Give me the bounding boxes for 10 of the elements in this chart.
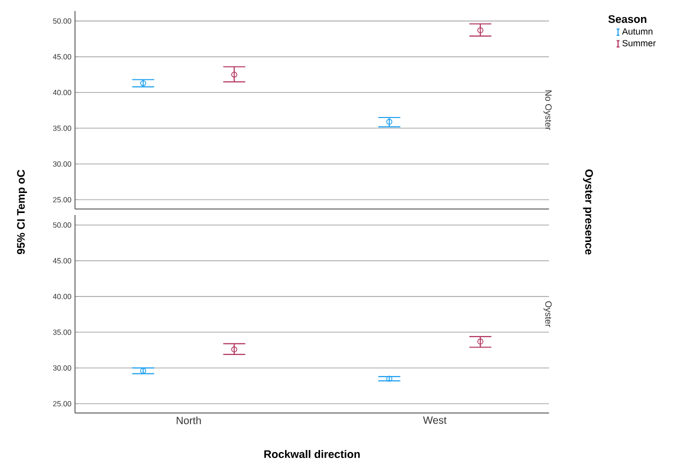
- x-tick-label: West: [423, 416, 447, 424]
- x-axis-title: Rockwall direction: [264, 450, 360, 458]
- x-tick-label: North: [176, 416, 201, 424]
- y2-axis-title: Oyster presence: [583, 170, 593, 255]
- text: Oyster: [544, 301, 552, 328]
- y-axis-title: 95% CI Temp oC: [17, 170, 27, 254]
- legend-label: Summer: [622, 40, 656, 46]
- legend-label: Autumn: [622, 28, 652, 35]
- legend-title: Season: [608, 15, 646, 23]
- text: No Oyster: [544, 90, 552, 130]
